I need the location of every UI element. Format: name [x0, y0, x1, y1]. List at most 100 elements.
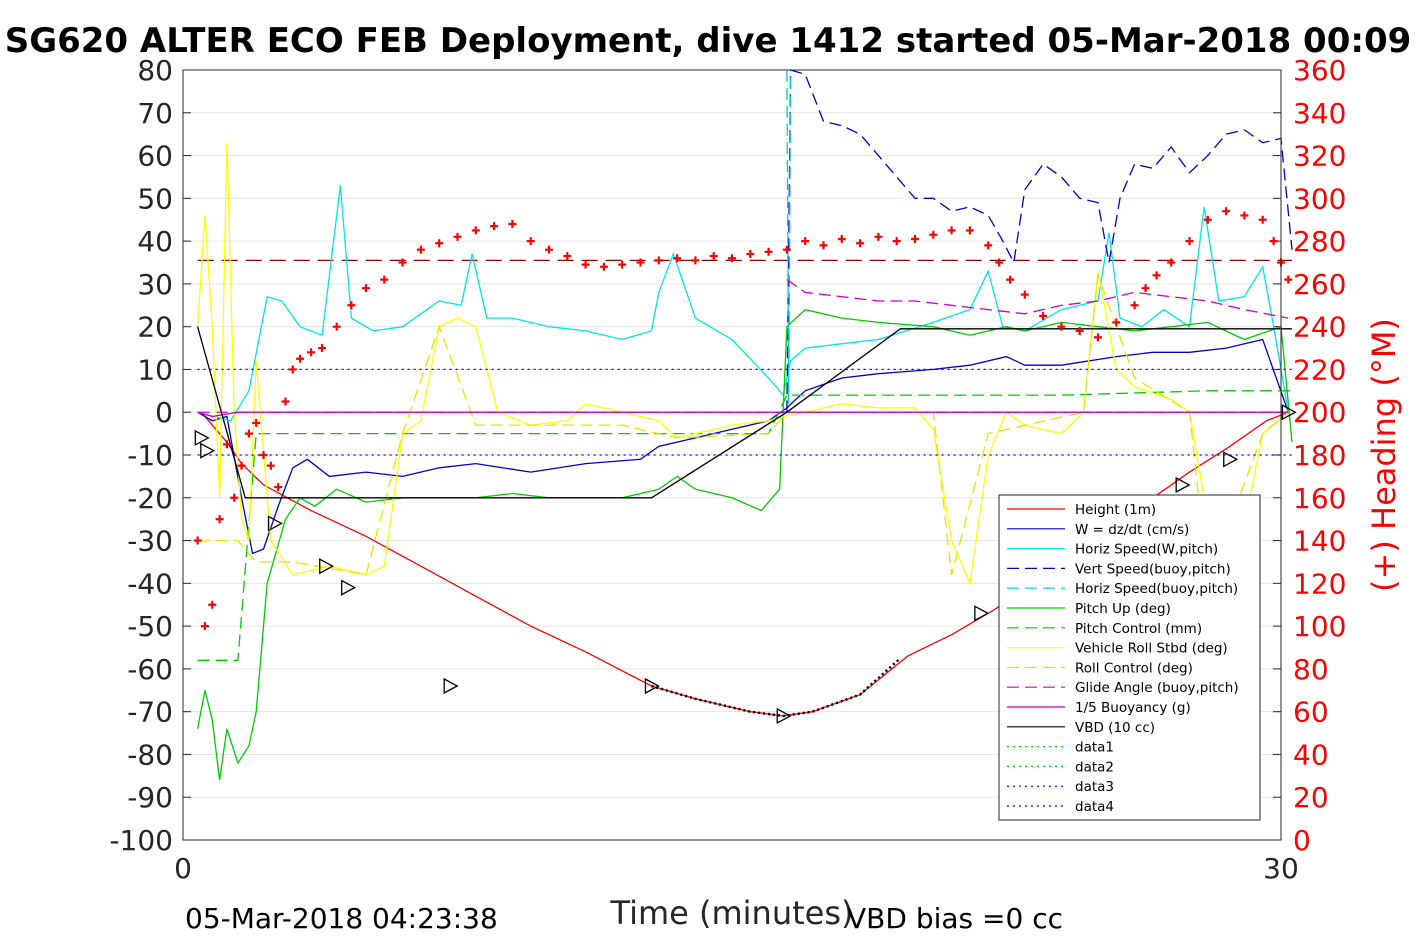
legend-label: Vert Speed(buoy,pitch) — [1075, 561, 1231, 577]
y-tick-label-right: 0 — [1293, 824, 1311, 857]
y-tick-label-right: 100 — [1293, 610, 1346, 643]
y-tick-label-left: -90 — [127, 781, 173, 814]
y-tick-label-right: 40 — [1293, 738, 1329, 771]
heading-point — [965, 226, 974, 235]
legend-label: Height (1m) — [1075, 502, 1156, 518]
y-tick-label-left: 10 — [137, 353, 173, 386]
heading-point — [856, 239, 865, 248]
plot-frame — [182, 69, 1282, 841]
heading-point — [526, 237, 535, 246]
y-tick-label-right: 140 — [1293, 525, 1346, 558]
heading-point — [200, 622, 209, 631]
heading-point — [288, 365, 297, 374]
footer-timestamp: 05-Mar-2018 04:23:38 — [185, 902, 498, 935]
series-line-roll_ctrl — [197, 275, 1289, 584]
triangle-marker — [1175, 476, 1191, 494]
heading-point — [636, 258, 645, 267]
heading-point — [215, 515, 224, 524]
triangle-marker — [776, 707, 792, 725]
heading-point — [398, 258, 407, 267]
heading-point — [1112, 318, 1121, 327]
triangle-marker — [341, 579, 357, 596]
x-tick-label: 0 — [174, 852, 192, 885]
heading-point — [266, 461, 275, 470]
legend-label: 1/5 Buoyancy (g) — [1075, 700, 1191, 716]
heading-point — [801, 237, 810, 246]
heading-point — [764, 247, 773, 256]
legend-label: data1 — [1075, 740, 1114, 756]
heading-point — [837, 234, 846, 243]
heading-point — [453, 232, 462, 241]
heading-point — [746, 249, 755, 258]
triangle-marker — [267, 515, 283, 532]
y-tick-label-left: -40 — [127, 567, 173, 600]
heading-point — [259, 451, 268, 459]
legend-label: Pitch Control (mm) — [1075, 621, 1202, 637]
heading-point — [874, 232, 883, 241]
series-line-glide — [786, 279, 1289, 319]
chart-title: SG620 ALTER ECO FEB Deployment, dive 141… — [5, 21, 1412, 61]
triangle-marker — [319, 558, 335, 575]
y-tick-label-left: 0 — [155, 396, 173, 429]
triangle-marker — [974, 605, 990, 622]
heading-point — [296, 354, 305, 363]
triangle-marker — [200, 442, 216, 459]
series-line-w — [197, 338, 1289, 555]
series-line-hspeed_buoy — [786, 69, 792, 404]
series-line-roll — [196, 142, 1289, 586]
heading-point — [1167, 258, 1176, 267]
heading-point — [307, 348, 316, 357]
y-tick-label-right: 60 — [1293, 696, 1329, 729]
heading-point — [471, 226, 480, 235]
right-axis-label: (+) Heading (°M) — [1365, 318, 1403, 592]
series-line-vbd — [196, 326, 1292, 499]
heading-point — [911, 234, 919, 243]
triangle-marker — [1281, 404, 1297, 421]
heading-point — [1094, 333, 1102, 342]
heading-point — [892, 237, 901, 246]
heading-point — [508, 220, 517, 228]
y-tick-label-left: 50 — [137, 182, 173, 215]
heading-point — [332, 322, 341, 331]
y-tick-label-right: 260 — [1293, 268, 1346, 301]
heading-point — [1039, 311, 1048, 320]
heading-point — [819, 241, 828, 250]
heading-point — [1006, 275, 1015, 284]
heading-point — [984, 241, 993, 250]
heading-point — [1130, 301, 1139, 310]
series-line-vert_buoy — [786, 69, 1293, 413]
heading-point — [244, 429, 253, 438]
y-tick-label-right: 80 — [1293, 653, 1329, 686]
y-tick-label-right: 320 — [1293, 140, 1346, 173]
legend-label: Pitch Up (deg) — [1075, 601, 1171, 617]
heading-point — [728, 254, 736, 263]
heading-point — [230, 493, 239, 502]
y-tick-label-left: -70 — [127, 696, 173, 729]
heading-point — [545, 245, 553, 254]
heading-point — [252, 418, 261, 427]
y-tick-label-right: 120 — [1293, 567, 1346, 600]
heading-point — [929, 230, 938, 239]
heading-point — [1185, 237, 1194, 246]
y-tick-label-left: -20 — [127, 482, 173, 515]
heading-point — [435, 239, 444, 248]
footer-vbd-bias: VBD bias =0 cc — [847, 902, 1063, 935]
heading-point — [654, 256, 663, 265]
plot-area: 80706050403020100-10-20-30-40-50-60-70-8… — [109, 54, 1346, 885]
dive-dotted-segment — [651, 657, 902, 718]
heading-point — [347, 301, 356, 310]
legend-label: Horiz Speed(W,pitch) — [1075, 542, 1218, 558]
heading-point — [618, 260, 627, 269]
y-tick-label-right: 220 — [1293, 353, 1346, 386]
y-tick-label-left: 30 — [137, 268, 173, 301]
heading-point — [274, 483, 283, 492]
y-tick-label-left: 70 — [137, 97, 173, 130]
heading-point — [1203, 215, 1212, 224]
heading-point — [1284, 275, 1293, 284]
heading-point — [673, 254, 682, 263]
y-tick-label-right: 340 — [1293, 97, 1346, 130]
legend-label: Horiz Speed(buoy,pitch) — [1075, 581, 1238, 597]
y-tick-label-left: -60 — [127, 653, 173, 686]
triangle-marker — [194, 429, 210, 446]
heading-point — [416, 245, 425, 254]
